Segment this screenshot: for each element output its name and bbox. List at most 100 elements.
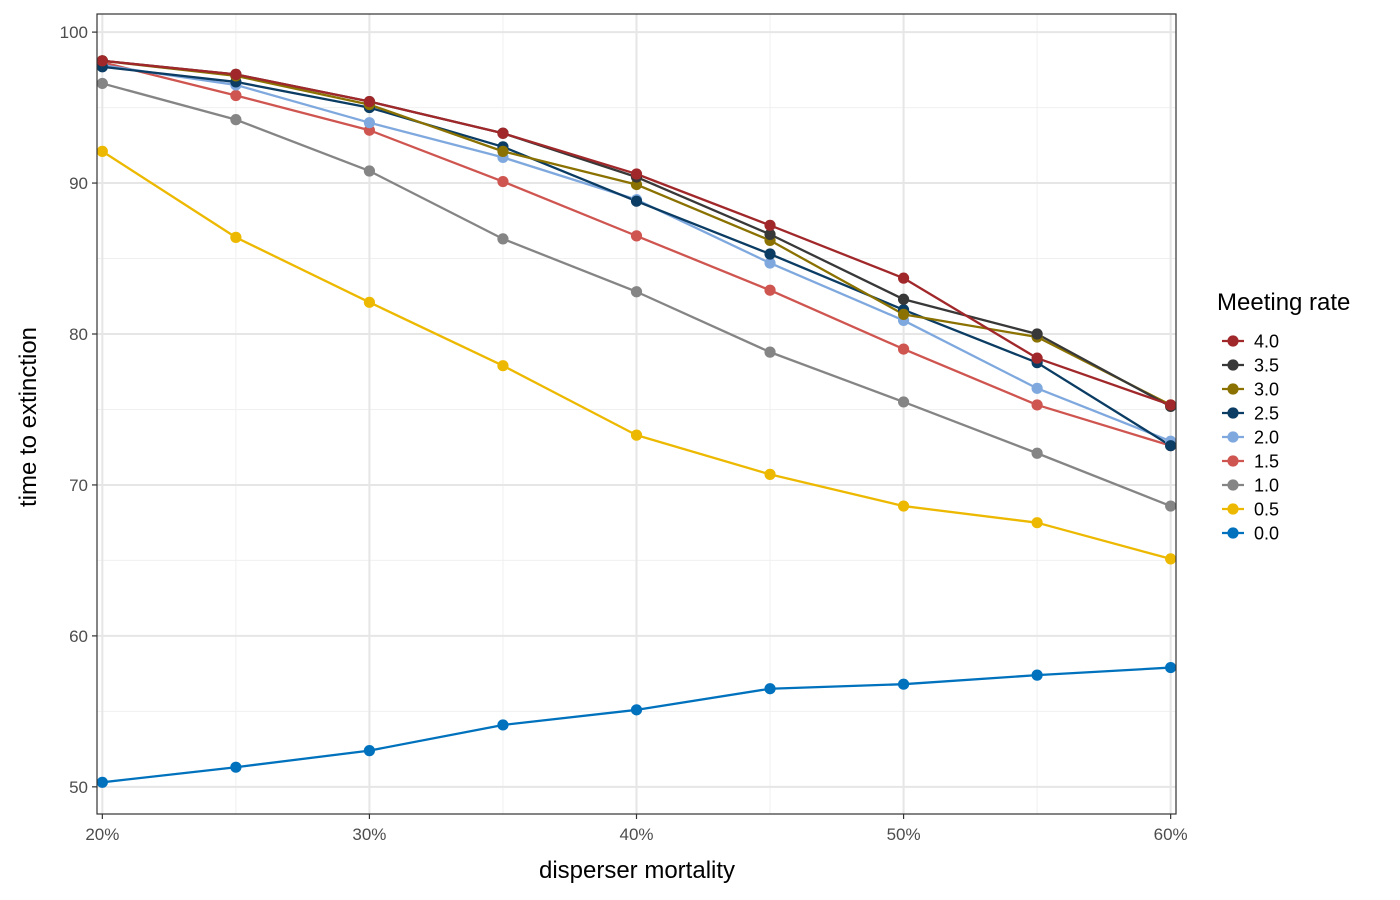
data-point-1-0 [230, 114, 242, 126]
data-point-4-0 [497, 127, 509, 139]
x-axis-title: disperser mortality [539, 857, 735, 884]
legend-item-2-0: 2.0 [1222, 428, 1279, 448]
data-point-0-5 [630, 429, 643, 441]
data-point-4-0 [96, 55, 108, 67]
data-point-0-5 [363, 296, 376, 308]
data-point-4-0 [363, 95, 376, 108]
y-tick-label: 100 [60, 23, 88, 42]
data-point-0-5 [1031, 517, 1043, 529]
data-point-0-5 [764, 468, 776, 480]
x-tick-label: 60% [1154, 825, 1188, 844]
data-point-3-5 [1031, 328, 1043, 340]
legend-item-1-0: 1.0 [1222, 476, 1279, 496]
data-point-4-0 [1165, 399, 1177, 411]
legend-key-point [1227, 503, 1239, 515]
legend-label: 2.5 [1254, 404, 1279, 424]
legend-label: 1.5 [1254, 452, 1279, 472]
legend-key-point [1227, 359, 1239, 371]
y-axis-title: time to extinction [15, 327, 42, 507]
x-tick-label: 50% [887, 825, 921, 844]
legend-item-3-0: 3.0 [1222, 380, 1279, 400]
data-point-0-0 [363, 745, 376, 757]
data-point-4-0 [897, 272, 910, 284]
legend-key-point [1227, 479, 1239, 491]
legend-items: 4.0 3.5 3.0 2.5 2.0 1.5 1.0 0.5 0.0 [1222, 332, 1279, 544]
legend-item-0-0: 0.0 [1222, 524, 1279, 544]
legend-label: 1.0 [1254, 476, 1279, 496]
data-point-2-0 [363, 117, 376, 129]
legend-label: 4.0 [1254, 332, 1279, 352]
legend-title: Meeting rate [1217, 289, 1350, 316]
data-point-0-5 [1165, 553, 1177, 565]
y-axis-ticks: 50 60 70 80 90 100 [60, 23, 97, 797]
y-tick-label: 80 [69, 325, 88, 344]
data-point-3-0 [497, 145, 509, 157]
data-point-0-0 [897, 678, 910, 690]
data-point-2-0 [1031, 382, 1043, 394]
legend-label: 3.0 [1254, 380, 1279, 400]
data-point-1-5 [897, 343, 910, 355]
data-point-1-0 [96, 77, 108, 90]
data-point-4-0 [630, 168, 643, 180]
data-point-1-5 [1031, 399, 1043, 411]
data-point-3-5 [764, 228, 776, 240]
legend-key-point [1227, 407, 1239, 419]
data-point-0-5 [497, 360, 509, 372]
data-point-0-5 [230, 231, 242, 243]
data-point-0-0 [230, 761, 242, 773]
data-point-0-0 [96, 776, 108, 788]
legend-item-4-0: 4.0 [1222, 332, 1279, 352]
legend-key-point [1227, 431, 1239, 443]
legend-label: 0.5 [1254, 500, 1279, 520]
legend-label: 2.0 [1254, 428, 1279, 448]
legend-label: 0.0 [1254, 524, 1279, 544]
data-point-3-5 [897, 293, 910, 305]
data-point-2-5 [630, 195, 643, 207]
data-point-0-5 [96, 145, 108, 157]
data-point-1-0 [1165, 500, 1177, 512]
data-point-0-5 [897, 500, 910, 512]
data-point-1-0 [363, 165, 376, 177]
y-tick-label: 60 [69, 627, 88, 646]
data-point-1-0 [897, 396, 910, 408]
legend-key-point [1227, 527, 1239, 539]
y-tick-label: 50 [69, 778, 88, 797]
data-point-1-5 [230, 89, 242, 102]
legend-key-point [1227, 455, 1239, 467]
legend-item-3-5: 3.5 [1222, 356, 1279, 376]
legend-item-0-5: 0.5 [1222, 500, 1279, 520]
data-point-4-0 [1031, 352, 1043, 364]
data-point-2-0 [764, 257, 776, 269]
data-point-4-0 [230, 68, 242, 80]
legend-item-1-5: 1.5 [1222, 452, 1279, 472]
data-point-1-0 [630, 286, 643, 298]
data-point-4-0 [764, 219, 776, 231]
y-tick-label: 70 [69, 476, 88, 495]
data-point-0-0 [1165, 661, 1177, 674]
data-point-1-5 [497, 175, 509, 188]
data-point-2-5 [1165, 440, 1177, 452]
legend-label: 3.5 [1254, 356, 1279, 376]
legend-key-point [1227, 383, 1239, 395]
legend-item-2-5: 2.5 [1222, 404, 1279, 424]
x-tick-label: 40% [619, 825, 653, 844]
x-tick-label: 20% [85, 825, 119, 844]
data-point-0-0 [630, 704, 643, 716]
series-points [96, 55, 1177, 788]
x-tick-label: 30% [352, 825, 386, 844]
data-point-3-0 [897, 308, 910, 320]
data-point-1-5 [630, 230, 643, 242]
data-point-1-0 [1031, 447, 1043, 459]
data-point-2-5 [764, 248, 776, 260]
y-tick-label: 90 [69, 174, 88, 193]
data-point-0-0 [497, 719, 509, 731]
data-point-0-0 [1031, 669, 1043, 681]
data-point-0-0 [764, 683, 776, 695]
data-point-1-5 [764, 284, 776, 296]
data-point-1-0 [497, 233, 509, 245]
legend-key-point [1227, 335, 1239, 347]
x-axis-ticks: 20% 30% 40% 50% 60% [85, 814, 1188, 844]
data-point-1-0 [764, 346, 776, 358]
